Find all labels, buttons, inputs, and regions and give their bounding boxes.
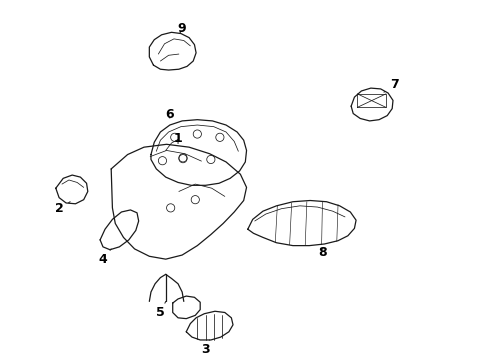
Text: 1: 1 <box>173 132 182 145</box>
Text: 8: 8 <box>318 246 326 259</box>
Text: 2: 2 <box>55 202 70 215</box>
Text: 5: 5 <box>156 301 165 319</box>
Text: 6: 6 <box>165 108 174 121</box>
Text: 3: 3 <box>201 340 209 356</box>
Text: 7: 7 <box>383 78 398 92</box>
Text: 9: 9 <box>178 22 186 35</box>
Text: 4: 4 <box>99 249 111 266</box>
